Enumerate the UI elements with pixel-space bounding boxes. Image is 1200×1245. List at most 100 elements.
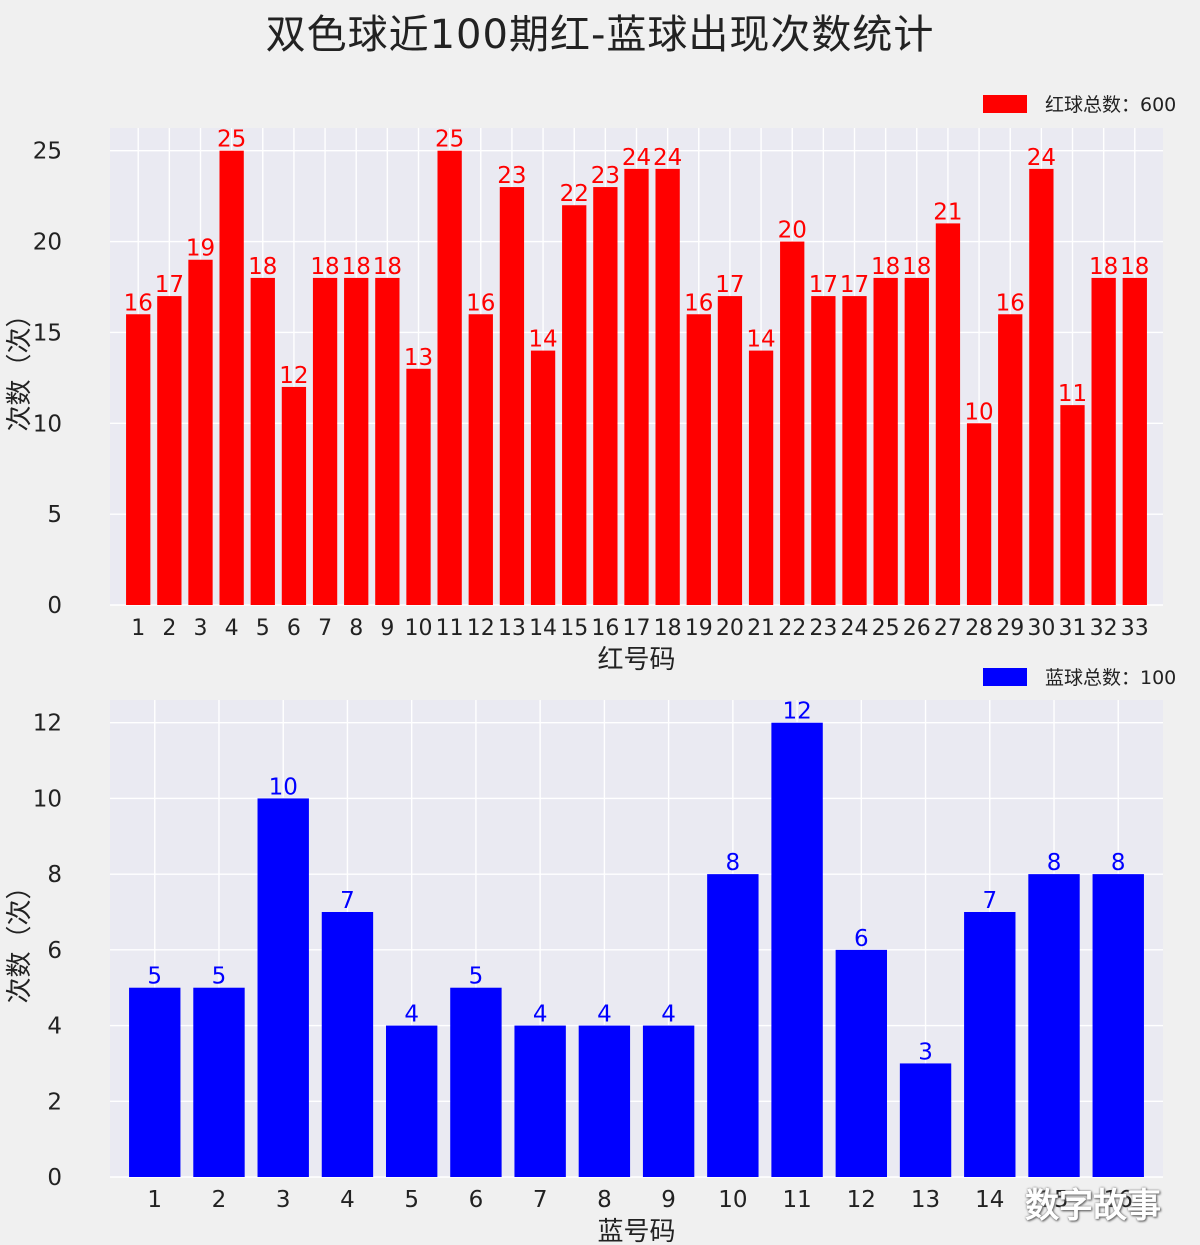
bar-7 <box>312 277 338 605</box>
x-tick-label: 15 <box>1039 1187 1068 1213</box>
bar-1 <box>129 987 181 1177</box>
bar-11 <box>437 150 462 605</box>
data-label-15: 8 <box>1047 850 1062 876</box>
bar-17 <box>624 168 649 605</box>
bar-14 <box>964 912 1016 1177</box>
bar-5 <box>385 1025 438 1177</box>
x-tick-label: 11 <box>436 616 464 641</box>
data-label-13: 3 <box>918 1039 933 1065</box>
y-tick-label: 10 <box>33 411 62 437</box>
y-tick-label: 12 <box>33 711 62 737</box>
data-label-11: 25 <box>435 127 464 153</box>
legend: 蓝球总数：100 <box>983 667 1176 689</box>
legend-swatch <box>983 668 1027 686</box>
y-tick-label: 25 <box>33 139 62 165</box>
x-tick-label: 31 <box>1059 616 1087 641</box>
x-tick-label: 25 <box>872 616 900 641</box>
bar-23 <box>811 296 836 605</box>
bar-10 <box>707 874 759 1177</box>
x-tick-label: 28 <box>965 616 993 641</box>
bar-8 <box>344 277 369 605</box>
y-tick-label: 8 <box>47 862 62 888</box>
bar-2 <box>193 987 245 1177</box>
data-label-8: 4 <box>597 1002 612 1028</box>
bar-16 <box>1092 874 1144 1177</box>
data-label-20: 17 <box>715 272 744 298</box>
x-tick-label: 10 <box>404 616 432 641</box>
x-tick-label: 14 <box>975 1187 1004 1213</box>
x-tick-label: 9 <box>380 616 394 641</box>
bar-12 <box>468 314 493 605</box>
watermark: 数字故事 <box>1025 1186 1161 1226</box>
data-label-10: 13 <box>404 345 433 371</box>
bar-30 <box>1029 168 1054 605</box>
bar-14 <box>530 350 556 605</box>
x-tick-label: 13 <box>911 1187 940 1213</box>
y-tick-label: 15 <box>33 320 62 346</box>
bar-5 <box>250 277 275 605</box>
data-label-19: 16 <box>684 290 713 316</box>
x-tick-label: 29 <box>996 616 1024 641</box>
x-axis-label: 蓝号码 <box>597 1217 675 1245</box>
legend-label: 红球总数：600 <box>1045 94 1176 116</box>
y-tick-label: 10 <box>33 786 62 812</box>
data-label-8: 18 <box>342 254 371 280</box>
x-tick-label: 16 <box>1104 1187 1133 1213</box>
x-tick-label: 2 <box>212 1187 227 1213</box>
x-tick-label: 8 <box>597 1187 612 1213</box>
bar-33 <box>1122 277 1147 605</box>
x-tick-label: 18 <box>654 616 682 641</box>
bar-4 <box>321 912 374 1177</box>
data-label-2: 5 <box>212 964 227 990</box>
x-tick-label: 5 <box>256 616 270 641</box>
x-tick-label: 12 <box>847 1187 876 1213</box>
data-label-21: 14 <box>746 327 775 353</box>
data-label-7: 18 <box>310 254 339 280</box>
x-tick-label: 3 <box>193 616 207 641</box>
data-label-27: 21 <box>933 199 962 225</box>
y-tick-label: 5 <box>47 502 62 528</box>
x-tick-label: 27 <box>934 616 962 641</box>
data-label-4: 25 <box>217 127 246 153</box>
bar-26 <box>904 277 929 605</box>
legend-label: 蓝球总数：100 <box>1045 667 1176 689</box>
data-label-24: 17 <box>840 272 869 298</box>
x-tick-label: 1 <box>147 1187 162 1213</box>
bar-4 <box>219 150 244 605</box>
bar-32 <box>1091 277 1116 605</box>
x-tick-label: 7 <box>533 1187 548 1213</box>
data-label-16: 8 <box>1111 850 1126 876</box>
bar-11 <box>771 722 823 1177</box>
bar-2 <box>157 296 182 605</box>
bar-13 <box>499 187 525 606</box>
data-label-17: 24 <box>622 145 651 171</box>
bar-22 <box>780 241 805 606</box>
data-label-33: 18 <box>1120 254 1149 280</box>
data-label-6: 12 <box>279 363 308 389</box>
x-tick-label: 6 <box>287 616 301 641</box>
data-label-30: 24 <box>1027 145 1056 171</box>
data-label-9: 4 <box>661 1002 676 1028</box>
data-label-11: 12 <box>782 699 811 725</box>
x-tick-label: 22 <box>778 616 806 641</box>
data-label-26: 18 <box>902 254 931 280</box>
chart-panel-red: 0510152025161172193254185126187188189131… <box>5 94 1176 675</box>
data-label-29: 16 <box>996 290 1025 316</box>
x-tick-label: 24 <box>841 616 869 641</box>
x-tick-label: 2 <box>162 616 176 641</box>
x-tick-label: 4 <box>225 616 239 641</box>
data-label-15: 22 <box>560 181 589 207</box>
y-axis-label: 次数（次） <box>5 873 35 1003</box>
y-tick-label: 2 <box>47 1089 62 1115</box>
x-tick-label: 11 <box>782 1187 811 1213</box>
bar-15 <box>562 205 587 605</box>
y-tick-label: 20 <box>33 230 62 256</box>
data-label-7: 4 <box>533 1002 548 1028</box>
bar-20 <box>717 296 743 605</box>
data-label-12: 6 <box>854 926 869 952</box>
x-tick-label: 15 <box>560 616 588 641</box>
data-label-31: 11 <box>1058 381 1087 407</box>
bar-15 <box>1028 874 1080 1177</box>
data-label-32: 18 <box>1089 254 1118 280</box>
